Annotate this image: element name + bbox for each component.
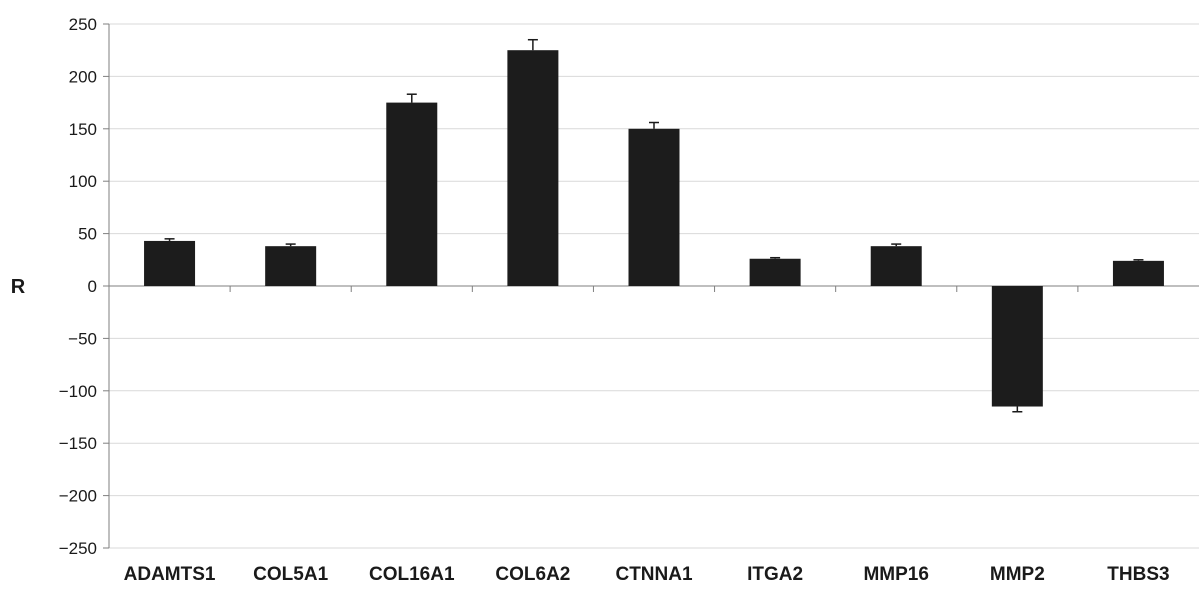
bar	[144, 240, 196, 286]
y-tick-label: 0	[88, 277, 97, 296]
bar	[628, 128, 680, 286]
y-tick-label: −200	[59, 487, 97, 506]
category-label: MMP2	[990, 564, 1045, 585]
y-tick-label: −250	[59, 539, 97, 558]
category-label: COL5A1	[253, 564, 328, 585]
y-tick-label: 250	[69, 15, 97, 34]
category-label: COL6A2	[495, 564, 570, 585]
bar	[749, 258, 801, 286]
bars	[144, 50, 1164, 407]
y-axis-ticks: 250 200 150 100 50 0 −50 −100 −150 −200 −250	[59, 15, 109, 558]
y-tick-label: −150	[59, 434, 97, 453]
y-tick-label: 100	[69, 172, 97, 191]
y-tick-label: 150	[69, 120, 97, 139]
category-label: ITGA2	[747, 564, 803, 585]
category-label: CTNNA1	[615, 564, 692, 585]
category-labels: ADAMTS1 COL5A1 COL16A1 COL6A2 CTNNA1 ITGA2 MMP…	[124, 564, 1170, 585]
bar	[1112, 260, 1164, 286]
x-axis-ticks	[229, 286, 1079, 292]
error-bars	[164, 38, 1144, 413]
y-tick-label: −50	[68, 329, 97, 348]
y-tick-label: 200	[69, 67, 97, 86]
y-tick-label: 50	[78, 225, 97, 244]
category-label: THBS3	[1107, 564, 1169, 585]
bar	[265, 246, 317, 286]
y-tick-label: −100	[59, 382, 97, 401]
bar	[507, 50, 559, 287]
y-axis-label: R	[11, 276, 26, 298]
bar	[386, 102, 438, 286]
category-label: MMP16	[863, 564, 928, 585]
category-label: COL16A1	[369, 564, 455, 585]
bar	[991, 286, 1043, 407]
bar	[870, 246, 922, 286]
category-label: ADAMTS1	[124, 564, 216, 585]
